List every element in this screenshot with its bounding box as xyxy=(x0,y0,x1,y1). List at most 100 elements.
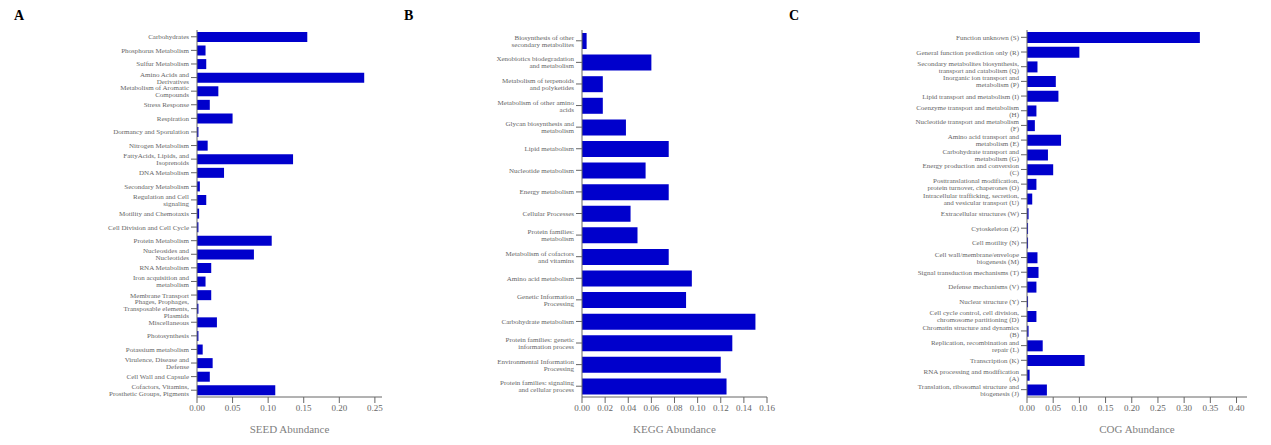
svg-text:Amino acid metabolism: Amino acid metabolism xyxy=(507,275,575,283)
svg-text:0.02: 0.02 xyxy=(597,403,613,413)
svg-text:COG Abundance: COG Abundance xyxy=(1099,423,1175,435)
html-text:Amino Acids and: Amino Acids and xyxy=(140,70,189,79)
svg-text:0.00: 0.00 xyxy=(574,403,590,413)
svg-text:RNA Metabolism: RNA Metabolism xyxy=(139,264,189,272)
svg-text:Cell Wall and Capsule: Cell Wall and Capsule xyxy=(127,373,190,381)
svg-text:KEGG Abundance: KEGG Abundance xyxy=(633,423,716,435)
svg-text:Phages, Prophages,Transposable: Phages, Prophages,Transposable elements,… xyxy=(124,298,190,320)
svg-text:Metabolism of terpenoidsand po: Metabolism of terpenoidsand polyketides xyxy=(502,77,574,92)
svg-text:Secondary metabolites biosynth: Secondary metabolites biosynthesis,trans… xyxy=(917,60,1019,75)
svg-text:Carbohydrate transport andmeta: Carbohydrate transport andmetabolism (G) xyxy=(942,148,1019,163)
svg-text:Posttranslational modification: Posttranslational modification,protein t… xyxy=(928,177,1020,192)
svg-text:Xenobiotics biodegradationand: Xenobiotics biodegradationand metabolism xyxy=(496,55,574,70)
svg-text:Secondary Metabolism: Secondary Metabolism xyxy=(124,183,189,191)
svg-text:Photosynthesis: Photosynthesis xyxy=(147,332,189,340)
svg-text:Metabolism of other aminoacids: Metabolism of other aminoacids xyxy=(498,99,575,114)
svg-text:Translation, ribosomal structu: Translation, ribosomal structure andbiog… xyxy=(918,383,1020,398)
svg-text:Chromatin structure and dynami: Chromatin structure and dynamics(B) xyxy=(922,324,1019,339)
svg-text:0.16: 0.16 xyxy=(759,403,775,413)
svg-text:Phosphorus Metabolism: Phosphorus Metabolism xyxy=(121,47,189,55)
svg-text:Environmental InformationProce: Environmental InformationProcessing xyxy=(497,358,574,373)
svg-text:Nucleotide transport and metab: Nucleotide transport and metabolism(F) xyxy=(915,118,1019,133)
svg-text:Metabolism of AromaticCompound: Metabolism of AromaticCompounds xyxy=(120,84,189,99)
svg-text:0.40: 0.40 xyxy=(1229,403,1245,413)
svg-text:Lipid transport and metabolism: Lipid transport and metabolism (I) xyxy=(922,93,1019,101)
svg-text:Dormancy and Sporulation: Dormancy and Sporulation xyxy=(113,128,189,136)
svg-text:Energy metabolism: Energy metabolism xyxy=(520,188,575,196)
html-text:Derivatives: Derivatives xyxy=(156,77,189,86)
svg-text:Lipid metabolism: Lipid metabolism xyxy=(524,145,574,153)
svg-text:Replication, recombination and: Replication, recombination andrepair (L) xyxy=(931,339,1020,354)
svg-text:Intracellular trafficking, sec: Intracellular trafficking, secretion,and… xyxy=(923,192,1020,207)
svg-text:SEED Abundance: SEED Abundance xyxy=(250,423,330,435)
svg-text:0.08: 0.08 xyxy=(667,403,683,413)
svg-text:Carbohydrates: Carbohydrates xyxy=(148,33,189,41)
svg-text:0.12: 0.12 xyxy=(713,403,729,413)
svg-text:Function unknown (S): Function unknown (S) xyxy=(956,34,1020,42)
svg-text:Sulfur Metabolism: Sulfur Metabolism xyxy=(136,60,189,68)
svg-text:Nucleosides andNucleotides: Nucleosides andNucleotides xyxy=(143,247,190,262)
svg-text:0.20: 0.20 xyxy=(331,403,347,413)
svg-text:Motility and Chemotaxis: Motility and Chemotaxis xyxy=(119,210,189,218)
svg-text:Inorganic ion transport andmet: Inorganic ion transport andmetabolism (P… xyxy=(943,74,1020,89)
svg-text:Cofactors, Vitamins,Prosthetic: Cofactors, Vitamins,Prosthetic Groups, P… xyxy=(109,383,189,398)
svg-text:Stress Response: Stress Response xyxy=(144,101,189,109)
svg-text:Metabolism of cofactorsand vit: Metabolism of cofactorsand vitamins xyxy=(506,250,575,265)
svg-text:0.05: 0.05 xyxy=(225,403,241,413)
svg-text:0.04: 0.04 xyxy=(620,403,636,413)
svg-text:0.10: 0.10 xyxy=(690,403,706,413)
svg-text:Nitrogen Metabolism: Nitrogen Metabolism xyxy=(129,142,190,150)
svg-text:0.15: 0.15 xyxy=(296,403,312,413)
svg-text:Protein Metabolism: Protein Metabolism xyxy=(134,237,190,245)
svg-text:DNA Metabolism: DNA Metabolism xyxy=(139,169,190,177)
svg-text:Nuclear structure (Y): Nuclear structure (Y) xyxy=(959,298,1020,306)
svg-text:Cell cycle control, cell divis: Cell cycle control, cell division,chromo… xyxy=(930,309,1020,324)
svg-text:Cell Division and Cell Cycle: Cell Division and Cell Cycle xyxy=(108,224,189,232)
svg-text:0.00: 0.00 xyxy=(1019,403,1035,413)
svg-text:Cell wall/membrane/envelopebio: Cell wall/membrane/envelopebiogenesis (M… xyxy=(935,251,1020,266)
html-text:C: C xyxy=(789,8,800,23)
svg-text:Cellular Processes: Cellular Processes xyxy=(522,210,574,218)
svg-text:Protein families:metabolism: Protein families:metabolism xyxy=(528,228,575,243)
svg-text:0.30: 0.30 xyxy=(1176,403,1192,413)
svg-text:Transcription (K): Transcription (K) xyxy=(970,357,1020,365)
svg-text:0.20: 0.20 xyxy=(1124,403,1140,413)
svg-text:Coenzyme transport and metabol: Coenzyme transport and metabolism(H) xyxy=(916,104,1020,119)
svg-text:RNA processing and modificatio: RNA processing and modification(A) xyxy=(924,368,1020,383)
svg-text:Respiration: Respiration xyxy=(157,115,190,123)
svg-text:Cell motility (N): Cell motility (N) xyxy=(972,239,1020,247)
svg-text:0.25: 0.25 xyxy=(367,403,383,413)
svg-text:Virulence, Disease andDefense: Virulence, Disease andDefense xyxy=(125,356,190,371)
svg-text:Genetic InformationProcessing: Genetic InformationProcessing xyxy=(517,293,574,308)
svg-text:Energy production and conversi: Energy production and conversion(C) xyxy=(923,162,1020,177)
svg-text:Signal transduction mechanisms: Signal transduction mechanisms (T) xyxy=(918,269,1020,277)
svg-text:0.35: 0.35 xyxy=(1202,403,1218,413)
svg-text:Protein families: signalingand: Protein families: signalingand cellular … xyxy=(500,379,574,394)
svg-text:FattyAcids, Lipids, andIsopren: FattyAcids, Lipids, andIsoprenoids xyxy=(123,152,189,167)
svg-text:Protein families: geneticinfor: Protein families: geneticinformation pro… xyxy=(506,336,575,351)
svg-text:Miscellaneous: Miscellaneous xyxy=(149,319,190,327)
svg-text:0.15: 0.15 xyxy=(1098,403,1114,413)
html-text:B: B xyxy=(404,8,414,23)
svg-text:Cytoskeleton (Z): Cytoskeleton (Z) xyxy=(971,225,1019,233)
svg-text:Defense mechanisms (V): Defense mechanisms (V) xyxy=(948,283,1019,291)
svg-text:0.25: 0.25 xyxy=(1150,403,1166,413)
svg-text:0.05: 0.05 xyxy=(1045,403,1061,413)
svg-text:Potassium metabolism: Potassium metabolism xyxy=(126,346,190,354)
svg-text:Extracellular structures (W): Extracellular structures (W) xyxy=(941,210,1020,218)
svg-text:General function prediction on: General function prediction only (R) xyxy=(916,49,1019,57)
svg-text:0.14: 0.14 xyxy=(736,403,752,413)
svg-text:Biosynthesis of othersecondary: Biosynthesis of othersecondary metabolit… xyxy=(512,34,575,49)
html-text:A: A xyxy=(14,8,25,23)
svg-text:Amino acid transport andmetabo: Amino acid transport andmetabolism (E) xyxy=(948,133,1020,148)
svg-text:0.10: 0.10 xyxy=(1072,403,1088,413)
svg-text:Nucleotide metabolism: Nucleotide metabolism xyxy=(509,167,575,175)
svg-text:Membrane Transport: Membrane Transport xyxy=(130,291,189,300)
svg-text:0.10: 0.10 xyxy=(260,403,276,413)
svg-text:0.00: 0.00 xyxy=(189,403,205,413)
svg-text:Carbohydrate metabolism: Carbohydrate metabolism xyxy=(501,318,574,326)
svg-text:Iron acquisition andmetabolism: Iron acquisition andmetabolism xyxy=(133,274,190,289)
svg-text:0.06: 0.06 xyxy=(644,403,660,413)
svg-text:Glycan biosynthesis andmetabol: Glycan biosynthesis andmetabolism xyxy=(506,120,575,135)
svg-text:Regulation and Cellsignaling: Regulation and Cellsignaling xyxy=(133,193,189,208)
